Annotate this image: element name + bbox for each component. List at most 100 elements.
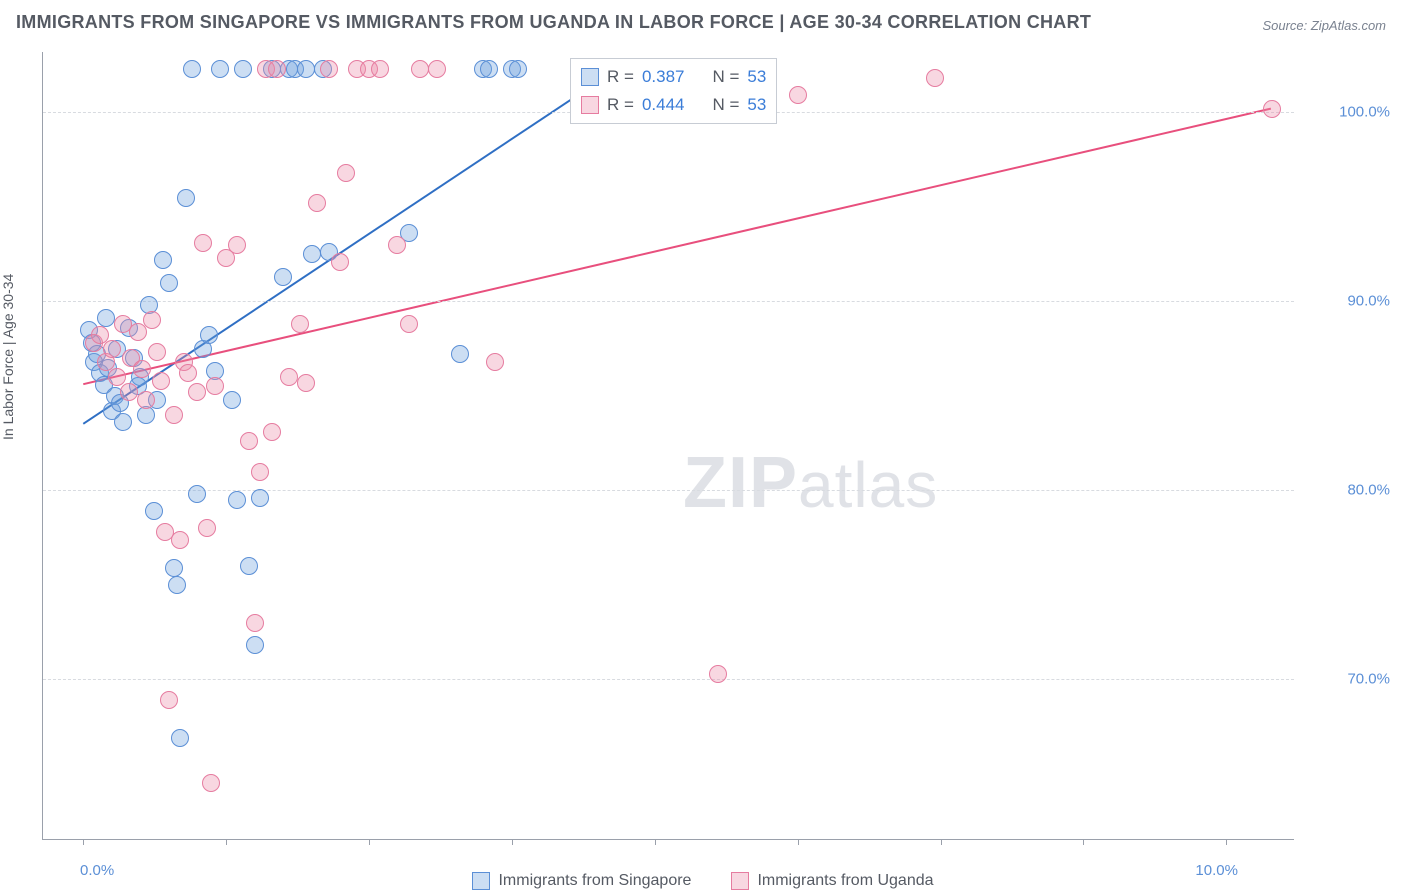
data-point-uganda [194,234,212,252]
y-tick-label: 80.0% [1310,482,1390,499]
source-attribution: Source: ZipAtlas.com [1262,18,1386,33]
r-label: R = [607,95,634,115]
data-point-singapore [251,489,269,507]
legend-label-uganda: Immigrants from Uganda [757,872,933,890]
legend-item-singapore: Immigrants from Singapore [472,872,691,890]
data-point-singapore [160,274,178,292]
data-point-uganda [160,691,178,709]
x-tick [226,839,227,845]
data-point-singapore [145,502,163,520]
data-point-uganda [789,86,807,104]
data-point-uganda [337,164,355,182]
n-value-singapore: 53 [747,67,766,87]
data-point-uganda [400,315,418,333]
data-point-singapore [303,245,321,263]
x-tick [655,839,656,845]
chart-title: IMMIGRANTS FROM SINGAPORE VS IMMIGRANTS … [16,12,1091,33]
data-point-singapore [223,391,241,409]
data-point-uganda [388,236,406,254]
x-tick [512,839,513,845]
gridline-h [43,490,1294,491]
data-point-uganda [188,383,206,401]
data-point-uganda [1263,100,1281,118]
data-point-singapore [171,729,189,747]
data-point-uganda [240,432,258,450]
data-point-uganda [411,60,429,78]
data-point-uganda [280,368,298,386]
data-point-singapore [97,309,115,327]
data-point-singapore [183,60,201,78]
data-point-uganda [133,360,151,378]
r-label: R = [607,67,634,87]
watermark-atlas: atlas [798,449,938,521]
data-point-uganda [308,194,326,212]
stat-row-singapore: R = 0.387 N = 53 [581,63,766,91]
x-tick [83,839,84,845]
stat-row-uganda: R = 0.444 N = 53 [581,91,766,119]
data-point-singapore [240,557,258,575]
data-point-uganda [331,253,349,271]
swatch-singapore [581,68,599,86]
x-tick [798,839,799,845]
watermark: ZIPatlas [683,442,938,524]
watermark-zip: ZIP [683,443,798,523]
gridline-h [43,301,1294,302]
data-point-uganda [228,236,246,254]
data-point-singapore [509,60,527,78]
swatch-uganda [731,872,749,890]
data-point-uganda [251,463,269,481]
n-label: N = [712,67,739,87]
data-point-singapore [274,268,292,286]
data-point-uganda [198,519,216,537]
x-axis-min-label: 0.0% [80,862,114,879]
data-point-singapore [297,60,315,78]
r-value-singapore: 0.387 [642,67,685,87]
chart-container: IMMIGRANTS FROM SINGAPORE VS IMMIGRANTS … [0,0,1406,892]
data-point-uganda [206,377,224,395]
x-tick [369,839,370,845]
data-point-singapore [246,636,264,654]
trend-lines-layer [43,52,1294,839]
x-tick [1226,839,1227,845]
y-tick-label: 100.0% [1310,104,1390,121]
data-point-singapore [451,345,469,363]
n-value-uganda: 53 [747,95,766,115]
data-point-uganda [179,364,197,382]
data-point-singapore [168,576,186,594]
data-point-uganda [486,353,504,371]
data-point-uganda [371,60,389,78]
data-point-uganda [165,406,183,424]
data-point-uganda [320,60,338,78]
data-point-uganda [291,315,309,333]
data-point-uganda [268,60,286,78]
r-value-uganda: 0.444 [642,95,685,115]
data-point-singapore [188,485,206,503]
data-point-singapore [200,326,218,344]
data-point-uganda [143,311,161,329]
data-point-uganda [148,343,166,361]
x-tick [941,839,942,845]
data-point-uganda [709,665,727,683]
n-label: N = [712,95,739,115]
data-point-uganda [120,383,138,401]
data-point-uganda [152,372,170,390]
correlation-stat-box: R = 0.387 N = 53 R = 0.444 N = 53 [570,58,777,124]
swatch-singapore [472,872,490,890]
data-point-singapore [211,60,229,78]
plot-area: ZIPatlas 70.0%80.0%90.0%100.0% [42,52,1294,840]
data-point-uganda [202,774,220,792]
data-point-uganda [926,69,944,87]
data-point-uganda [428,60,446,78]
data-point-uganda [137,391,155,409]
data-point-singapore [234,60,252,78]
data-point-singapore [165,559,183,577]
data-point-singapore [480,60,498,78]
y-axis-label: In Labor Force | Age 30-34 [0,274,16,440]
legend-item-uganda: Immigrants from Uganda [731,872,933,890]
y-tick-label: 70.0% [1310,671,1390,688]
gridline-h [43,679,1294,680]
data-point-uganda [297,374,315,392]
data-point-singapore [114,413,132,431]
swatch-uganda [581,96,599,114]
data-point-uganda [171,531,189,549]
